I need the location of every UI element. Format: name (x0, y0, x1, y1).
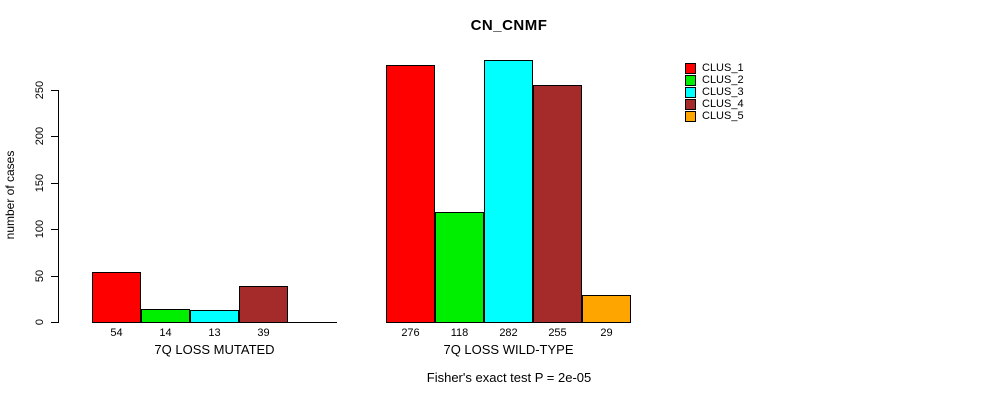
group-label: 7Q LOSS WILD-TYPE (443, 342, 574, 357)
y-axis-tick-label: 200 (34, 126, 46, 146)
bar-value-label: 39 (257, 327, 270, 339)
legend: CLUS_1 CLUS_2 CLUS_3 CLUS_4 CLUS_5 (685, 62, 744, 122)
legend-swatch-icon (685, 74, 696, 86)
y-axis-tick-label: 150 (34, 173, 46, 193)
y-axis-tick (51, 90, 58, 91)
y-axis-tick (51, 136, 58, 137)
bar-CLUS_1 (386, 65, 435, 323)
bar-value-label: 29 (600, 327, 613, 339)
bar-value-label: 276 (401, 327, 420, 339)
legend-label: CLUS_2 (702, 74, 744, 86)
y-axis-tick-label: 250 (34, 80, 46, 100)
legend-entry: CLUS_1 (685, 62, 744, 74)
legend-entry: CLUS_4 (685, 98, 744, 110)
legend-entry: CLUS_2 (685, 74, 744, 86)
y-axis-tick-label: 100 (34, 219, 46, 239)
legend-entry: CLUS_5 (685, 110, 744, 122)
footnote: Fisher's exact test P = 2e-05 (426, 370, 592, 385)
y-axis-tick-label: 0 (34, 318, 46, 326)
legend-label: CLUS_1 (702, 62, 744, 74)
legend-label: CLUS_3 (702, 86, 744, 98)
bar-CLUS_4 (239, 286, 288, 323)
y-axis-tick (51, 276, 58, 277)
legend-label: CLUS_5 (702, 110, 744, 122)
bar-CLUS_2 (141, 309, 190, 323)
y-axis-line (58, 90, 59, 323)
legend-swatch-icon (685, 98, 696, 110)
bar-CLUS_5 (288, 322, 337, 323)
bar-CLUS_3 (190, 310, 239, 323)
bar-value-label: 282 (499, 327, 518, 339)
y-axis-label: number of cases (3, 150, 17, 240)
y-axis-tick (51, 229, 58, 230)
bar-value-label: 54 (110, 327, 123, 339)
legend-swatch-icon (685, 62, 696, 74)
legend-entry: CLUS_3 (685, 86, 744, 98)
chart-title: CN_CNMF (470, 17, 548, 34)
y-axis-tick (51, 183, 58, 184)
bar-value-label: 118 (450, 327, 469, 339)
bar-CLUS_5 (582, 295, 631, 323)
group-label: 7Q LOSS MUTATED (154, 342, 275, 357)
bar-CLUS_4 (533, 85, 582, 323)
bar-value-label: 255 (548, 327, 567, 339)
bar-CLUS_3 (484, 60, 533, 323)
y-axis-tick (51, 322, 58, 323)
legend-swatch-icon (685, 86, 696, 98)
bar-CLUS_1 (92, 272, 141, 323)
y-axis-tick-label: 50 (34, 269, 46, 283)
bar-value-label: 14 (159, 327, 172, 339)
legend-label: CLUS_4 (702, 98, 744, 110)
bar-value-label: 13 (208, 327, 221, 339)
bar-CLUS_2 (435, 212, 484, 323)
legend-swatch-icon (685, 110, 696, 122)
